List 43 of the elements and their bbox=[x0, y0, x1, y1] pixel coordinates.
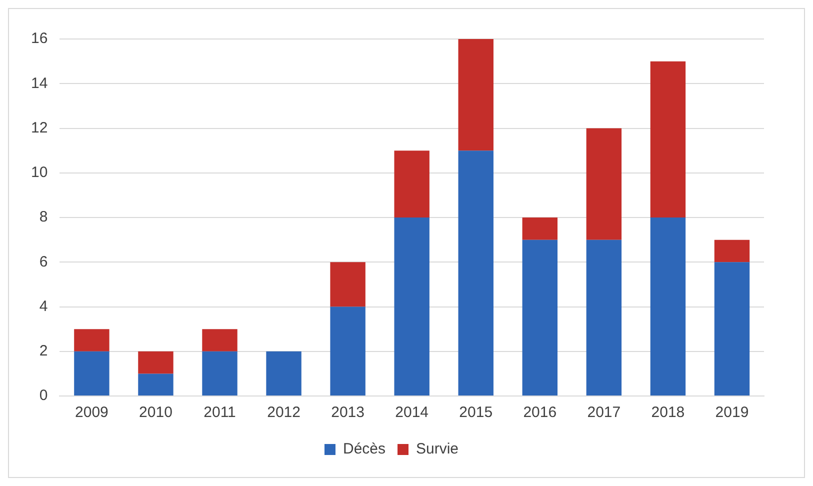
bar bbox=[522, 240, 558, 396]
bar bbox=[714, 240, 750, 262]
x-tick-label: 2019 bbox=[715, 404, 749, 422]
bar bbox=[74, 351, 110, 396]
y-tick-label: 0 bbox=[39, 387, 48, 404]
bar bbox=[458, 39, 494, 151]
legend-label: Survie bbox=[416, 440, 459, 458]
y-tick-label: 2 bbox=[39, 342, 48, 360]
legend-label: Décès bbox=[342, 440, 386, 458]
y-tick-label: 16 bbox=[30, 30, 48, 48]
y-tick-label: 12 bbox=[30, 119, 48, 136]
bar bbox=[650, 218, 686, 396]
bar bbox=[458, 150, 494, 396]
bar bbox=[138, 351, 174, 374]
x-tick-label: 2013 bbox=[331, 404, 364, 422]
y-tick-label: 4 bbox=[39, 298, 48, 315]
y-tick-label: 14 bbox=[30, 74, 48, 92]
y-tick-label: 6 bbox=[39, 253, 48, 270]
bar bbox=[266, 351, 302, 396]
y-tick-label: 10 bbox=[30, 164, 48, 182]
x-tick-label: 2010 bbox=[139, 404, 172, 422]
bar bbox=[586, 128, 622, 240]
bar bbox=[138, 374, 174, 396]
x-tick-label: 2011 bbox=[204, 404, 236, 422]
bar bbox=[202, 351, 238, 396]
bar bbox=[202, 329, 238, 352]
x-tick-label: 2017 bbox=[587, 404, 621, 422]
x-tick-label: 2014 bbox=[395, 404, 429, 422]
bar bbox=[650, 61, 686, 218]
bar bbox=[74, 329, 110, 352]
bar bbox=[330, 262, 366, 307]
bar bbox=[394, 150, 430, 218]
bar bbox=[714, 262, 750, 396]
bar bbox=[522, 218, 558, 240]
x-tick-label: 2015 bbox=[459, 404, 493, 422]
bar bbox=[330, 306, 366, 396]
y-tick-label: 8 bbox=[39, 208, 48, 226]
x-tick-label: 2009 bbox=[75, 404, 108, 422]
x-tick-label: 2012 bbox=[267, 404, 300, 422]
x-tick-label: 2018 bbox=[651, 404, 685, 422]
bar bbox=[586, 240, 622, 396]
x-tick-label: 2016 bbox=[523, 404, 557, 422]
bar bbox=[394, 218, 430, 396]
